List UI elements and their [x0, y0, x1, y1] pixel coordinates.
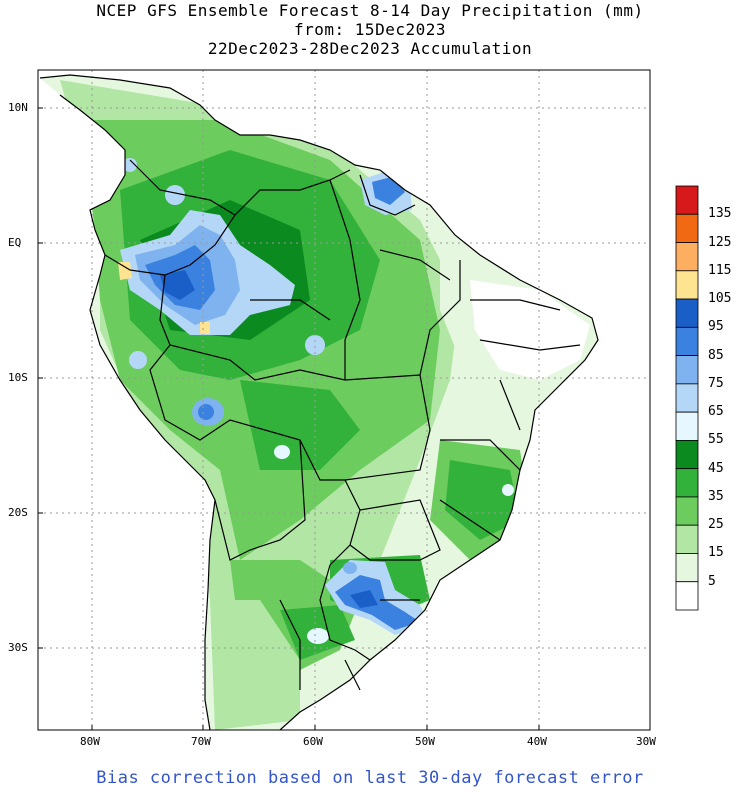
- colorbar-swatch: [675, 383, 699, 413]
- colorbar-swatch: [675, 524, 699, 554]
- colorbar-swatch: [675, 411, 699, 441]
- colorbar-label: 5: [708, 573, 716, 589]
- lon-label-30w: 30W: [636, 735, 656, 748]
- colorbar-label: 85: [708, 347, 724, 363]
- lat-label-30s: 30S: [8, 641, 28, 654]
- colorbar-label: 15: [708, 545, 724, 561]
- colorbar-swatch: [675, 439, 699, 470]
- colorbar-swatch: [675, 553, 699, 583]
- colorbar-label: 125: [708, 234, 732, 250]
- colorbar-label: 55: [708, 432, 724, 448]
- lat-label-20s: 20S: [8, 506, 28, 519]
- colorbar-label: 35: [708, 488, 724, 504]
- colorbar-swatch: [675, 298, 699, 328]
- lon-label-40w: 40W: [527, 735, 547, 748]
- lat-label-10s: 10S: [8, 371, 28, 384]
- lon-label-50w: 50W: [415, 735, 435, 748]
- map-frame: [37, 69, 651, 731]
- colorbar-label: 75: [708, 375, 724, 391]
- map-subtitle-accumulation: 22Dec2023-28Dec2023 Accumulation: [207, 39, 533, 58]
- map-subtitle-from: from: 15Dec2023: [294, 20, 446, 39]
- bias-correction-note: Bias correction based on last 30-day for…: [96, 768, 644, 788]
- lon-label-60w: 60W: [303, 735, 323, 748]
- colorbar-label: 65: [708, 404, 724, 420]
- lat-label-eq: EQ: [8, 236, 22, 249]
- colorbar-label: 135: [708, 206, 732, 222]
- map-gridlines: [38, 70, 650, 730]
- colorbar-label: 25: [708, 517, 724, 533]
- colorbar-swatch: [675, 326, 699, 357]
- colorbar-swatch: [675, 185, 699, 215]
- colorbar-swatch: [675, 355, 699, 385]
- colorbar-swatch: [675, 270, 699, 300]
- colorbar-label: 115: [708, 262, 732, 278]
- colorbar-swatch: [675, 581, 699, 611]
- colorbar-label: 95: [708, 319, 724, 335]
- colorbar-swatch: [675, 213, 699, 243]
- coastlines-and-borders: [39, 74, 599, 730]
- colorbar-swatch: [675, 242, 699, 272]
- colorbar-label: 45: [708, 460, 724, 476]
- colorbar: [675, 185, 699, 611]
- colorbar-label: 105: [708, 291, 732, 307]
- colorbar-swatch: [675, 468, 699, 498]
- axis-ticks: [38, 107, 651, 730]
- lat-label-10n: 10N: [8, 101, 28, 114]
- lon-label-80w: 80W: [80, 735, 100, 748]
- lon-label-70w: 70W: [191, 735, 211, 748]
- map-title: NCEP GFS Ensemble Forecast 8-14 Day Prec…: [96, 1, 644, 20]
- colorbar-swatch: [675, 496, 699, 526]
